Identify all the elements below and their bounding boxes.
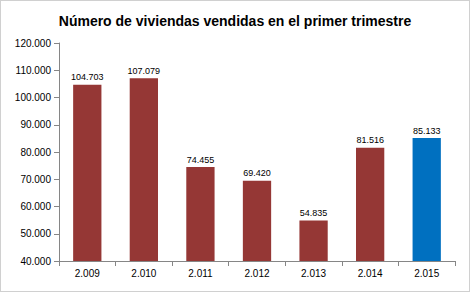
svg-text:2.011: 2.011 [188,268,213,279]
svg-text:110.000: 110.000 [16,65,52,76]
svg-text:90.000: 90.000 [20,119,51,130]
svg-text:104.703: 104.703 [71,72,104,82]
svg-text:2.015: 2.015 [414,268,439,279]
svg-text:54.835: 54.835 [300,208,328,218]
svg-text:120.000: 120.000 [15,38,52,49]
svg-text:2.013: 2.013 [301,268,326,279]
svg-text:69.420: 69.420 [243,168,271,178]
svg-text:2.010: 2.010 [131,268,156,279]
svg-text:60.000: 60.000 [20,201,51,212]
svg-text:2.012: 2.012 [244,268,269,279]
svg-text:85.133: 85.133 [413,126,441,136]
svg-text:70.000: 70.000 [20,174,51,185]
svg-text:74.455: 74.455 [187,155,215,165]
svg-text:2.009: 2.009 [75,268,100,279]
svg-text:80.000: 80.000 [20,147,51,158]
svg-text:100.000: 100.000 [15,92,52,103]
svg-text:Número de viviendas vendidas e: Número de viviendas vendidas en el prime… [59,13,412,29]
svg-text:2.014: 2.014 [358,268,383,279]
svg-text:81.516: 81.516 [356,135,384,145]
svg-text:50.000: 50.000 [20,228,51,239]
svg-text:40.000: 40.000 [20,256,51,267]
svg-text:107.079: 107.079 [128,66,161,76]
